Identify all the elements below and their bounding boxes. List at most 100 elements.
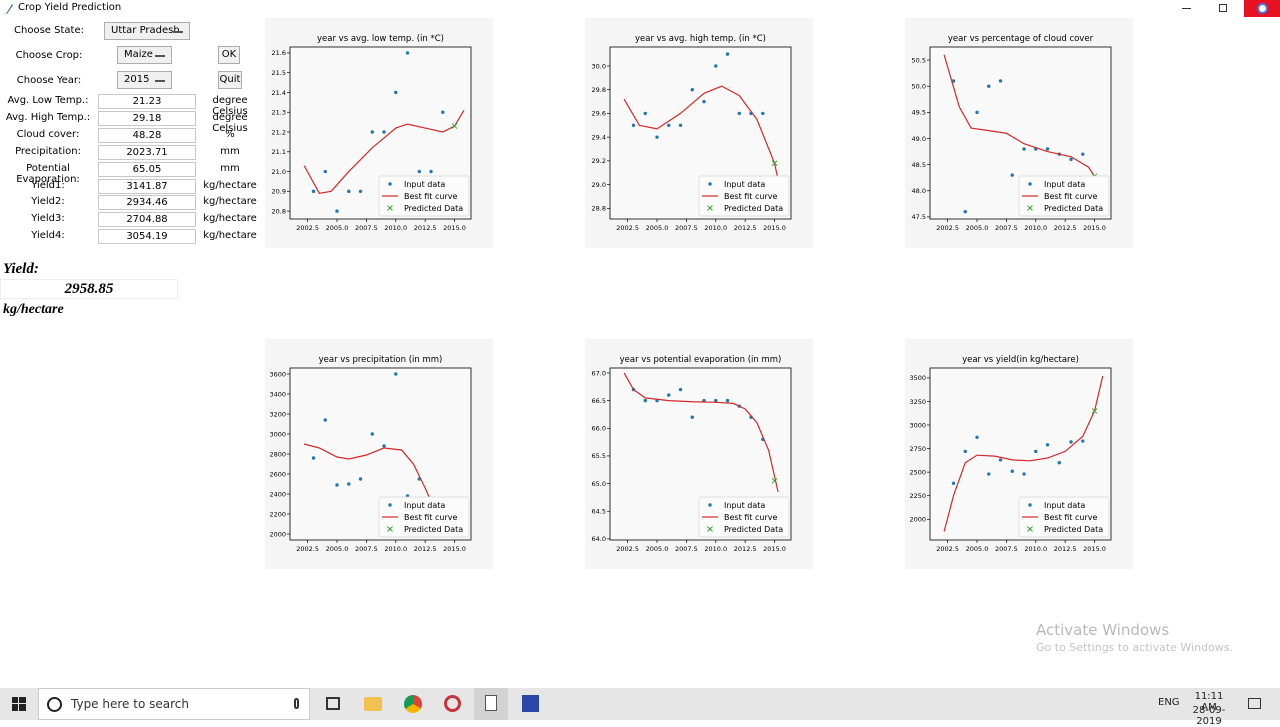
y-tick-label: 3400 [269, 390, 286, 398]
chart: year vs avg. low temp. (in *C) 2002.5 2005… [265, 18, 493, 248]
legend-label: Input data [404, 180, 445, 189]
best-fit-curve [623, 372, 779, 493]
y-tick-label: 20.9 [272, 188, 286, 196]
legend-box [1018, 175, 1110, 217]
legend-label: Best fit curve [404, 513, 457, 522]
legend-label: Best fit curve [724, 513, 777, 522]
quit-button[interactable]: Quit [218, 71, 242, 89]
language[interactable]: ENG [1158, 697, 1180, 708]
field-unit: degree Celsius [212, 112, 248, 134]
document-icon [485, 695, 497, 711]
start-button[interactable] [12, 697, 26, 711]
data-point [417, 169, 421, 174]
y-tick-label: 21.1 [272, 148, 286, 156]
y-tick-label: 3250 [909, 398, 926, 406]
field-unit: kg/hectare [203, 196, 257, 207]
data-point [1022, 147, 1026, 151]
y-tick-label: 49.0 [912, 135, 926, 143]
legend-label: Input data [404, 501, 445, 510]
field-unit: mm [220, 146, 240, 157]
y-tick-label: 30.0 [592, 62, 606, 70]
legend-label: Input data [1044, 180, 1085, 189]
best-fit-curve [623, 85, 782, 191]
data-point [643, 398, 647, 403]
data-point [1010, 173, 1014, 177]
minimize-button[interactable] [1182, 8, 1191, 9]
close-icon [1257, 3, 1268, 14]
x-tick-label: 2002.5 [936, 224, 959, 232]
legend-dot [388, 182, 392, 186]
data-point [1069, 440, 1073, 444]
x-tick-label: 2010.0 [384, 545, 407, 553]
x-tick-label: 2007.5 [675, 545, 698, 553]
crop-label: Choose Crop: [15, 50, 83, 61]
field-label: Yield3: [31, 213, 65, 224]
x-tick-label: 2002.5 [296, 545, 319, 553]
task-view-icon[interactable] [326, 697, 340, 710]
clock-date[interactable]: 28-09-2019 [1192, 705, 1226, 727]
restore-button[interactable] [1219, 4, 1227, 12]
y-tick-label: 66.5 [592, 397, 606, 405]
clock-time[interactable]: 11:11 AM [1194, 691, 1224, 713]
year-label: Choose Year: [16, 75, 82, 86]
y-tick-label: 21.2 [272, 128, 286, 136]
legend-label: Best fit curve [1044, 513, 1097, 522]
search-box[interactable]: Type here to search [38, 688, 310, 720]
chart: year vs precipitation (in mm) 2002.5 2005.… [265, 339, 493, 569]
plot-marks [303, 51, 465, 213]
data-point [987, 472, 991, 476]
y-tick-label: 2600 [269, 470, 286, 478]
chart-title: year vs potential evaporation (in mm) [620, 355, 782, 365]
y-tick-label: 64.0 [592, 535, 606, 543]
data-point [347, 189, 351, 194]
app-icon-3[interactable] [444, 695, 461, 712]
y-tick-label: 29.4 [592, 133, 606, 141]
data-point [335, 483, 339, 487]
data-point [998, 458, 1003, 462]
app-icon-5[interactable] [522, 695, 539, 712]
x-tick-label: 2010.0 [1024, 224, 1047, 232]
yield-unit: kg/hectare [3, 302, 64, 317]
notifications-icon[interactable] [1248, 698, 1261, 709]
legend-label: Predicted Data [1044, 525, 1103, 534]
y-tick-label: 65.0 [592, 480, 606, 488]
x-tick-label: 2015.0 [763, 545, 786, 553]
x-tick-label: 2007.5 [995, 545, 1018, 553]
data-point [1045, 443, 1050, 447]
data-point [311, 189, 316, 194]
year-dropdown[interactable]: 2015 [117, 71, 172, 89]
y-tick-label: 20.8 [272, 207, 286, 215]
data-point [998, 79, 1003, 83]
explorer-icon[interactable] [364, 697, 382, 711]
field-value: 29.18 [98, 111, 196, 126]
legend-dot [1028, 503, 1032, 507]
y-tick-label: 3000 [909, 421, 926, 429]
y-tick-label: 47.5 [912, 213, 926, 221]
crop-dropdown[interactable]: Maize [117, 46, 172, 64]
legend: Input data Best fit curve Predicted Data [378, 175, 470, 217]
legend-label: Input data [724, 180, 765, 189]
data-point [1057, 461, 1061, 465]
y-tick-label: 2000 [909, 516, 926, 524]
taskbar: Type here to search ENG 11:11 AM 28-09-2… [0, 688, 1280, 727]
x-tick-label: 2015.0 [1083, 545, 1106, 553]
state-dropdown[interactable]: Uttar Pradesh [104, 22, 190, 40]
plot-marks [623, 52, 782, 191]
legend-label: Best fit curve [724, 192, 777, 201]
legend-cross [387, 205, 393, 211]
active-app[interactable] [474, 688, 508, 720]
ok-button[interactable]: OK [218, 46, 240, 64]
x-tick-label: 2012.5 [1054, 224, 1077, 232]
y-tick-label: 21.0 [272, 168, 286, 176]
close-button[interactable] [1244, 0, 1280, 17]
field-unit: kg/hectare [203, 180, 257, 191]
data-point [975, 435, 979, 439]
chrome-icon[interactable] [404, 695, 422, 713]
field-label: Potential Evaporation: [16, 163, 80, 185]
y-tick-label: 2400 [269, 490, 286, 498]
chart-title: year vs percentage of cloud cover [948, 34, 1094, 44]
legend: Input data Best fit curve Predicted Data [698, 496, 790, 538]
x-tick-label: 2002.5 [616, 224, 639, 232]
